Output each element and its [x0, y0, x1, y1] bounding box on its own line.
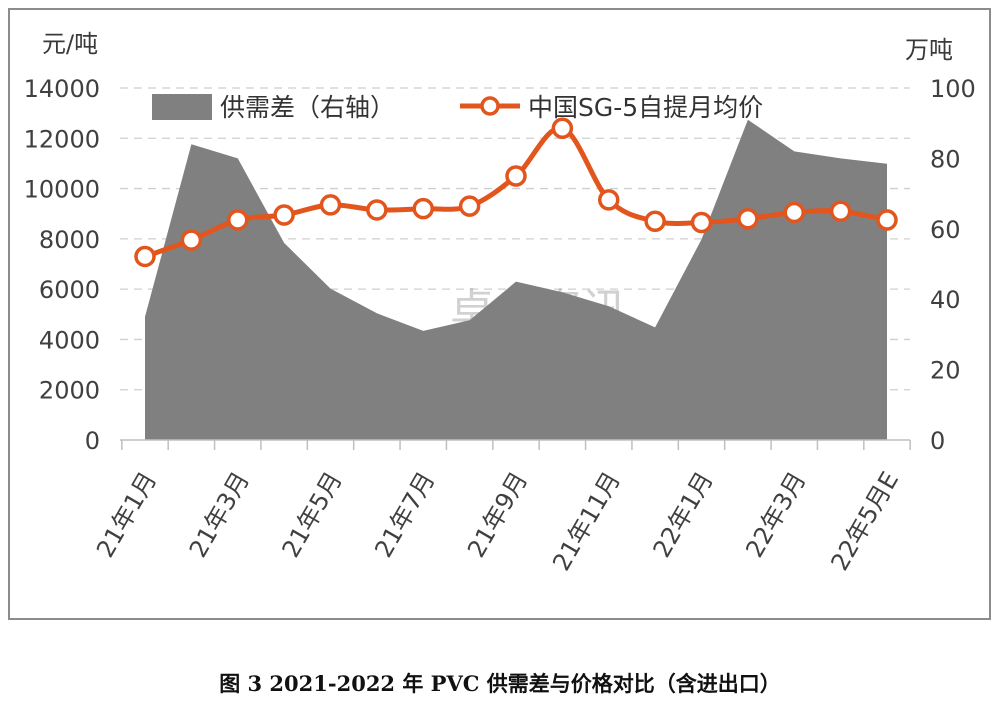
left-tick-label: 6000 — [39, 276, 100, 304]
right-tick-label: 40 — [930, 286, 961, 314]
right-tick-label: 20 — [930, 357, 961, 385]
left-tick-label: 8000 — [39, 226, 100, 254]
x-axis-label: 22年3月 — [740, 467, 811, 562]
left-tick-label: 10000 — [24, 176, 100, 204]
legend-line-marker — [480, 96, 500, 116]
price-marker — [690, 211, 713, 234]
price-markers — [134, 117, 898, 268]
legend-area-swatch — [152, 94, 212, 120]
price-marker — [783, 201, 805, 224]
right-tick-label: 80 — [930, 145, 961, 173]
right-axis-title: 万吨 — [905, 36, 953, 64]
price-marker — [458, 195, 481, 217]
price-marker — [737, 207, 759, 230]
price-marker — [644, 210, 666, 233]
price-marker — [412, 197, 434, 220]
price-marker — [598, 189, 620, 211]
price-marker — [551, 117, 574, 139]
price-marker — [876, 209, 898, 231]
legend-label-line: 中国SG-5自提月均价 — [528, 93, 763, 122]
left-axis-ticks: 0 2000 4000 6000 8000 10000 12000 14000 — [24, 75, 100, 455]
x-axis-label: 21年5月 — [277, 467, 348, 562]
x-axis-label: 21年9月 — [462, 467, 533, 562]
x-axis-labels: 21年1月 21年3月 21年5月 21年7月 21年9月 21年11月 22年1月 22年3… — [91, 467, 904, 575]
figure-caption: 图 3 2021-2022 年 PVC 供需差与价格对比（含进出口） — [219, 671, 781, 696]
price-marker — [319, 194, 342, 216]
price-marker — [366, 199, 388, 221]
right-axis-ticks: 0 20 40 60 80 100 — [930, 75, 976, 455]
right-tick-label: 60 — [930, 216, 961, 244]
left-tick-label: 2000 — [39, 377, 100, 405]
price-marker — [134, 245, 156, 268]
right-tick-label: 0 — [930, 427, 945, 455]
left-tick-label: 0 — [85, 427, 100, 455]
left-tick-label: 14000 — [24, 75, 100, 103]
x-axis-label: 22年5月E — [825, 467, 904, 575]
left-tick-label: 12000 — [24, 125, 100, 153]
right-tick-label: 100 — [930, 75, 976, 103]
x-tick-marks — [121, 440, 911, 450]
x-axis-label: 21年7月 — [369, 467, 440, 562]
price-marker — [829, 200, 852, 222]
price-marker — [505, 165, 527, 187]
x-axis-label: 21年11月 — [547, 467, 626, 575]
legend-label-area: 供需差（右轴） — [220, 93, 395, 122]
x-axis-label: 21年1月 — [91, 467, 162, 562]
price-marker — [180, 229, 203, 251]
x-axis-label: 21年3月 — [184, 467, 255, 562]
left-axis-title: 元/吨 — [42, 30, 98, 58]
supply-demand-gap-area — [145, 119, 887, 440]
legend: 供需差（右轴） 中国SG-5自提月均价 — [152, 93, 763, 122]
left-tick-label: 4000 — [39, 326, 100, 354]
x-axis-label: 22年1月 — [648, 467, 719, 562]
price-marker — [273, 204, 295, 226]
price-marker — [227, 209, 249, 231]
